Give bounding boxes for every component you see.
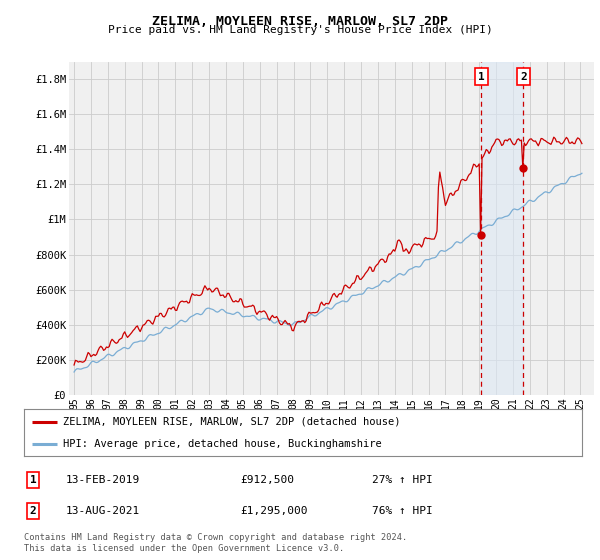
Text: £1,295,000: £1,295,000: [240, 506, 308, 516]
Text: 13-AUG-2021: 13-AUG-2021: [66, 506, 140, 516]
Text: ZELIMA, MOYLEEN RISE, MARLOW, SL7 2DP (detached house): ZELIMA, MOYLEEN RISE, MARLOW, SL7 2DP (d…: [63, 417, 401, 427]
Text: 27% ↑ HPI: 27% ↑ HPI: [372, 475, 433, 485]
Text: Price paid vs. HM Land Registry's House Price Index (HPI): Price paid vs. HM Land Registry's House …: [107, 25, 493, 35]
Text: 76% ↑ HPI: 76% ↑ HPI: [372, 506, 433, 516]
Text: 1: 1: [478, 72, 485, 82]
Bar: [481, 62, 523, 395]
Text: 2: 2: [29, 506, 37, 516]
Text: £912,500: £912,500: [240, 475, 294, 485]
Text: ZELIMA, MOYLEEN RISE, MARLOW, SL7 2DP: ZELIMA, MOYLEEN RISE, MARLOW, SL7 2DP: [152, 15, 448, 27]
Text: Contains HM Land Registry data © Crown copyright and database right 2024.
This d: Contains HM Land Registry data © Crown c…: [24, 533, 407, 553]
Text: HPI: Average price, detached house, Buckinghamshire: HPI: Average price, detached house, Buck…: [63, 438, 382, 449]
Text: 1: 1: [29, 475, 37, 485]
Text: 2: 2: [520, 72, 527, 82]
Text: 13-FEB-2019: 13-FEB-2019: [66, 475, 140, 485]
